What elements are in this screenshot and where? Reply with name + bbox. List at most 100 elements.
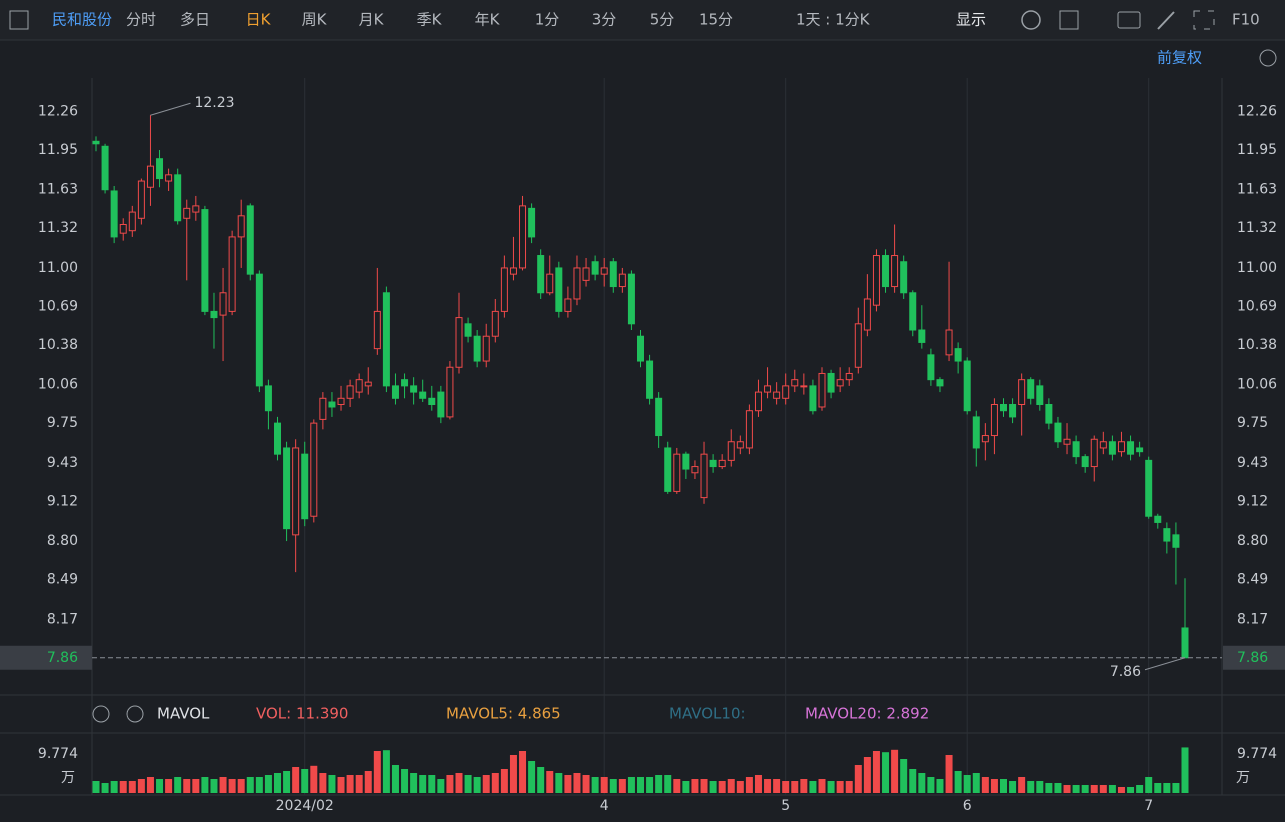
y-tick-label: 11.00	[1237, 260, 1277, 276]
volume-bar	[183, 779, 191, 793]
volume-bar	[882, 752, 890, 793]
candle-body	[954, 348, 962, 362]
candle-body	[655, 397, 663, 437]
volume-bar	[546, 771, 554, 793]
display-menu[interactable]: 显示	[956, 11, 986, 29]
settings-icon[interactable]	[1021, 10, 1041, 30]
candle-body	[809, 385, 817, 412]
candle-body	[1163, 528, 1171, 542]
volume-bar	[337, 777, 345, 793]
volume-bar	[627, 777, 635, 793]
period-tab[interactable]: 3分	[592, 11, 617, 29]
y-tick-label: 9.774	[38, 746, 78, 762]
volume-bar	[1036, 781, 1044, 793]
volume-bar	[237, 779, 245, 793]
toolbar-items: 民和股份 1天 : 1分K 显示 F10 前复权	[52, 11, 1260, 67]
volume-bar	[346, 775, 354, 793]
period-tab[interactable]: 分时	[126, 11, 156, 29]
volume-bar	[1181, 747, 1189, 793]
volume-bar	[1063, 785, 1071, 793]
y-tick-label: 12.26	[1237, 104, 1277, 120]
candle-body	[283, 447, 291, 530]
camera-icon[interactable]	[1117, 11, 1141, 29]
candle-body	[918, 329, 926, 343]
period-tab[interactable]: 15分	[699, 11, 733, 29]
period-tab[interactable]: 多日	[180, 11, 210, 29]
stock-name[interactable]: 民和股份	[52, 11, 112, 29]
last-price-box	[0, 645, 92, 670]
volume-bar	[310, 765, 318, 793]
candle-body	[346, 385, 354, 399]
candle-body	[119, 223, 127, 234]
candle-body	[274, 422, 281, 455]
draw-icon[interactable]	[1157, 11, 1175, 30]
candle-body	[500, 267, 508, 312]
volume-bar	[555, 773, 563, 793]
period-tab[interactable]: 年K	[475, 11, 501, 29]
period-tab[interactable]: 月K	[359, 11, 385, 29]
period-tab[interactable]: 5分	[650, 11, 675, 29]
volume-bar	[854, 765, 862, 793]
volume-bar	[119, 781, 127, 793]
volume-bar	[927, 777, 935, 793]
candle-body	[301, 453, 309, 520]
volume-bar	[582, 775, 590, 793]
period-tab[interactable]: 日K	[246, 11, 272, 29]
volume-bar	[682, 781, 690, 793]
volume-bar	[745, 777, 753, 793]
f10-button[interactable]: F10	[1232, 11, 1260, 29]
volume-bar	[1108, 785, 1116, 793]
volume-bar	[691, 779, 699, 793]
period-select[interactable]: 1天 : 1分K	[796, 11, 871, 29]
candle-body	[900, 261, 908, 294]
candle-body	[863, 298, 871, 331]
collapse-icon[interactable]	[1259, 49, 1277, 67]
candle-body	[963, 360, 971, 412]
candle-body	[237, 215, 245, 238]
panel-icon[interactable]	[9, 10, 29, 30]
candle-body	[1036, 385, 1044, 406]
x-tick-label: 5	[781, 798, 790, 814]
volume-bar	[718, 781, 726, 793]
y-tick-label: 10.38	[1237, 337, 1277, 353]
period-tab[interactable]: 周K	[302, 11, 328, 29]
color-icon[interactable]	[1059, 10, 1079, 30]
y-tick-label: 9.12	[47, 493, 78, 509]
candle-body	[773, 391, 781, 399]
volume-bar	[446, 775, 454, 793]
candle-body	[591, 261, 599, 275]
fullscreen-icon[interactable]	[1193, 10, 1215, 30]
volume-bar	[391, 765, 399, 793]
indicator-settings[interactable]	[92, 705, 110, 723]
volume-bar	[918, 773, 926, 793]
period-tab[interactable]: 季K	[417, 11, 443, 29]
volume-bar	[945, 755, 953, 793]
indicator-name[interactable]: MAVOL	[157, 705, 210, 723]
last-price-label: 7.86	[47, 650, 78, 666]
y-tick-label: 11.00	[38, 260, 78, 276]
candle-body	[609, 261, 617, 288]
candle-body	[101, 145, 109, 191]
volume-bar	[809, 781, 817, 793]
volume-bar	[283, 771, 291, 793]
adjust-button[interactable]: 前复权	[1157, 49, 1202, 67]
y-tick-label: 12.26	[38, 104, 78, 120]
y-tick-label: 11.95	[38, 142, 78, 158]
candle-body	[845, 372, 853, 381]
candle-body	[791, 379, 799, 387]
volume-bar	[990, 779, 998, 793]
candle-body	[990, 404, 998, 437]
candle-body	[736, 441, 744, 449]
period-tab[interactable]: 1分	[535, 11, 560, 29]
candle-body	[727, 441, 735, 461]
volume-bar	[482, 775, 490, 793]
y-tick-label: 8.80	[1237, 533, 1268, 549]
volume-bar	[609, 779, 617, 793]
candle-body	[1145, 459, 1153, 517]
volume-bar	[246, 777, 254, 793]
candle-body	[818, 372, 826, 408]
volume-bar	[600, 777, 608, 793]
candle-body	[754, 391, 762, 412]
indicator-close[interactable]	[126, 705, 144, 723]
